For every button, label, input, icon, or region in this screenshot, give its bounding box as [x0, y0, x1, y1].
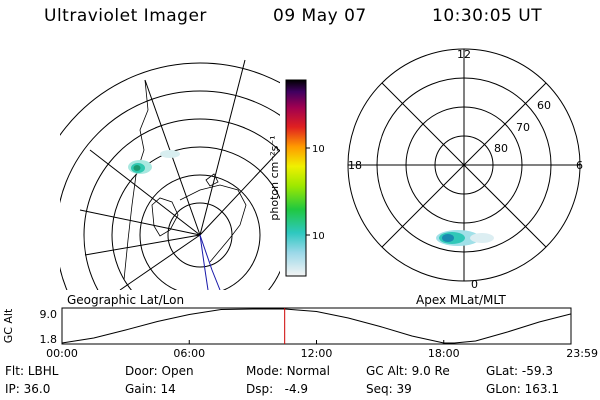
door-label: Door: [125, 364, 158, 378]
lat-circle [83, 118, 280, 290]
colorbar-tick-10: 10 [312, 231, 324, 242]
y-tick-bottom: 1.8 [40, 333, 58, 346]
x-tick-label: 12:00 [301, 347, 333, 360]
coastline [151, 197, 179, 237]
lat-circle [139, 174, 261, 290]
mlt-label-0: 0 [471, 278, 478, 291]
mlt-line [381, 82, 547, 248]
seq-value: 39 [396, 382, 412, 396]
spacecraft-track [199, 234, 221, 290]
instrument-title: Ultraviolet Imager [44, 6, 207, 26]
glat-label: GLat: [486, 364, 519, 378]
meridian [79, 209, 201, 236]
spacecraft-track [199, 234, 209, 290]
date-label: 09 May 07 [273, 6, 367, 26]
mlat-label-70: 70 [516, 121, 530, 134]
seq-label: Seq: [366, 382, 393, 396]
filter-label: Flt: [5, 364, 24, 378]
chart-frame [61, 307, 572, 345]
mlat-label-60: 60 [537, 99, 551, 112]
gcalt-value: 9.0 Re [411, 364, 450, 378]
door-value: Open [161, 364, 194, 378]
geographic-map [60, 59, 280, 290]
dsp-value: -4.9 [284, 382, 309, 396]
meridian [84, 234, 201, 256]
meridian [199, 149, 280, 236]
mode-label: Mode: [246, 364, 283, 378]
glat-value: -59.3 [521, 364, 553, 378]
colorbar-gradient [285, 79, 307, 277]
gcalt-label: GC Alt: [366, 364, 408, 378]
colorbar: 100 10 photon cm⁻²s⁻¹ [268, 79, 324, 277]
y-tick-top: 9.0 [40, 308, 58, 321]
coastline [179, 184, 247, 263]
y-axis-label: GC Alt [2, 308, 15, 343]
mlt-label-12: 12 [457, 48, 471, 61]
time-label: 10:30:05 UT [432, 6, 543, 26]
colorbar-tick-100: 100 [312, 144, 324, 155]
glon-label: GLon: [486, 382, 521, 396]
altitude-chart: GC Alt 9.0 1.8 00:00 06:00 12:00 18:00 23:59 [2, 307, 598, 360]
aurora-spot [128, 150, 180, 174]
x-tick-label: 23:59 [566, 347, 598, 360]
mlt-label-6: 6 [576, 159, 583, 172]
meridian [119, 234, 201, 290]
aurora-oval [436, 230, 494, 246]
lat-circle [60, 90, 280, 290]
x-tick-label: 06:00 [173, 347, 205, 360]
gain-value: 14 [160, 382, 176, 396]
apex-polar-plot: 12 18 6 0 60 70 80 [347, 48, 583, 291]
geographic-caption: Geographic Lat/Lon [67, 293, 185, 307]
altitude-series-line [61, 308, 571, 344]
meridian [199, 59, 246, 236]
mlt-label-18: 18 [348, 159, 362, 172]
dsp-label: Dsp: [246, 382, 274, 396]
x-tick-label: 18:00 [428, 347, 460, 360]
filter-value: LBHL [27, 364, 59, 378]
mlat-label-80: 80 [494, 142, 508, 155]
ip-value: 36.0 [23, 382, 51, 396]
ip-label: IP: [5, 382, 20, 396]
apex-caption: Apex MLat/MLT [416, 293, 506, 307]
colorbar-label: photon cm⁻²s⁻¹ [268, 135, 281, 220]
coastline [205, 173, 219, 187]
meridian [89, 149, 201, 236]
gain-label: Gain: [125, 382, 157, 396]
x-tick-label: 00:00 [46, 347, 78, 360]
glon-value: 163.1 [524, 382, 559, 396]
lat-circle [60, 62, 280, 136]
lat-circle [111, 146, 280, 290]
mode-value: Normal [286, 364, 330, 378]
